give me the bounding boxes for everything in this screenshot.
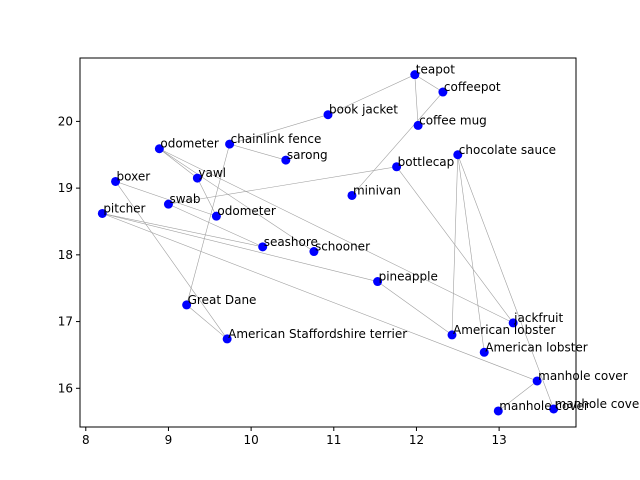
data-point: [479, 347, 489, 357]
edge-line: [186, 144, 230, 305]
point-label: coffeepot: [444, 80, 501, 94]
point-label: seashore: [264, 235, 318, 249]
data-point: [549, 404, 559, 414]
point-label: pineapple: [379, 270, 438, 284]
edge-line: [197, 177, 217, 217]
edges-layer: [102, 74, 554, 412]
point-label: minivan: [353, 183, 401, 197]
point-label: boxer: [117, 169, 151, 183]
point-label: teapot: [416, 63, 455, 77]
y-tick-label: 17: [58, 315, 73, 329]
data-point: [192, 173, 202, 183]
edge-line: [115, 181, 217, 217]
edge-line: [159, 148, 198, 179]
data-point: [410, 70, 420, 80]
edge-line: [377, 281, 453, 336]
point-label: American lobster: [453, 323, 556, 337]
edge-line: [159, 148, 315, 252]
edge-line: [168, 166, 397, 205]
x-tick-label: 9: [165, 433, 173, 447]
data-point: [111, 176, 121, 186]
edge-line: [102, 213, 538, 382]
y-tick-label: 20: [58, 114, 73, 128]
x-tick-label: 13: [491, 433, 506, 447]
edge-line: [457, 154, 554, 410]
y-tick-label: 16: [58, 381, 73, 395]
data-point: [309, 247, 319, 257]
data-point: [532, 376, 542, 386]
edge-line: [327, 74, 415, 115]
edge-line: [396, 166, 514, 324]
point-label: odometer: [160, 137, 218, 151]
point-label: jackfruit: [513, 311, 563, 325]
point-label: manhole cover: [538, 369, 628, 383]
edge-line: [351, 91, 444, 196]
point-label: sarong: [287, 148, 328, 162]
data-point: [347, 190, 357, 200]
point-label: coffee mug: [419, 113, 487, 127]
data-point: [373, 277, 383, 287]
data-point: [211, 211, 221, 221]
point-label: chocolate sauce: [459, 143, 556, 157]
point-label: pitcher: [103, 201, 145, 215]
point-label: manhole cover: [499, 399, 589, 413]
point-label: Great Dane: [188, 293, 257, 307]
data-point: [281, 155, 291, 165]
edge-line: [414, 74, 419, 126]
data-point: [447, 330, 457, 340]
x-tick-label: 11: [326, 433, 341, 447]
point-label: American lobster: [485, 340, 588, 354]
x-tick-label: 10: [243, 433, 258, 447]
edge-line: [229, 114, 329, 145]
point-label: book jacket: [329, 103, 398, 117]
x-axis: 8 9 10 11 12 13: [82, 427, 507, 447]
data-point: [225, 139, 235, 149]
y-tick-label: 19: [58, 181, 73, 195]
edge-line: [457, 154, 485, 353]
data-point: [453, 150, 463, 160]
edge-line: [414, 74, 444, 93]
data-point: [493, 406, 503, 416]
point-labels-layer: teapot coffeepot book jacket coffee mug chai…: [103, 63, 640, 413]
edge-line: [498, 380, 538, 412]
data-point: [392, 162, 402, 172]
y-tick-label: 18: [58, 248, 73, 262]
plot-area-frame: [79, 57, 577, 428]
data-point: [413, 120, 423, 130]
point-label: American Staffordshire terrier: [228, 327, 407, 341]
data-point: [163, 199, 173, 209]
point-label: chainlink fence: [231, 132, 322, 146]
data-point: [182, 300, 192, 310]
point-label: odometer: [217, 204, 275, 218]
x-tick-label: 12: [409, 433, 424, 447]
x-tick-label: 8: [82, 433, 90, 447]
edge-line: [168, 203, 263, 248]
data-point: [508, 318, 518, 328]
data-point: [438, 87, 448, 97]
y-axis: 16 17 18 19 20: [58, 114, 80, 395]
points-layer: [97, 70, 559, 416]
edge-line: [159, 148, 514, 324]
edge-line: [102, 213, 378, 282]
point-label: bottlecap: [398, 155, 455, 169]
data-point: [222, 334, 232, 344]
point-label: yawl: [198, 166, 226, 180]
point-label: swab: [169, 192, 200, 206]
data-point: [323, 110, 333, 120]
data-point: [97, 208, 107, 218]
data-point: [258, 242, 268, 252]
edge-line: [102, 213, 263, 248]
point-label: schooner: [315, 240, 370, 254]
edge-line: [186, 304, 228, 340]
edge-line: [229, 143, 286, 161]
edge-line: [115, 181, 228, 340]
data-point: [154, 144, 164, 154]
